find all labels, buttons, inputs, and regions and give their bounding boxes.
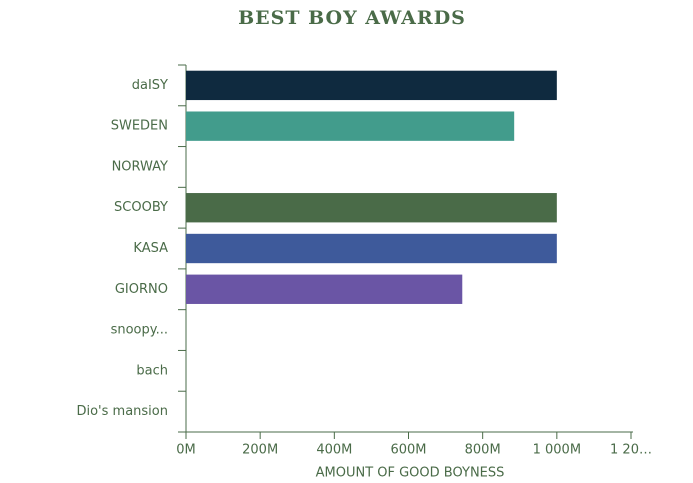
y-tick-label: daISY [132,78,168,93]
x-tick-label: 1 000M [533,443,581,458]
x-tick-label: 800M [465,443,501,458]
y-tick-label: KASA [133,241,168,256]
x-tick-label: 600M [390,443,426,458]
bar [186,193,557,223]
y-tick-label: SCOOBY [114,200,168,215]
y-tick-label: GIORNO [115,282,168,297]
bar [186,111,515,141]
y-tick-label: NORWAY [112,159,168,174]
bar [186,274,463,304]
x-tick-label: 1 20… [610,443,652,458]
bar [186,233,557,264]
x-tick-label: 0M [176,443,196,458]
bar [186,70,557,101]
y-tick-label: bach [136,363,168,378]
x-axis-title: AMOUNT OF GOOD BOYNESS [316,466,505,481]
chart-title: BEST BOY AWARDS [238,7,466,29]
y-tick-label: Dio's mansion [76,404,168,419]
x-tick-label: 200M [242,443,278,458]
x-tick-label: 400M [316,443,352,458]
y-tick-label: snoopy... [111,323,168,338]
y-tick-label: SWEDEN [111,119,168,134]
